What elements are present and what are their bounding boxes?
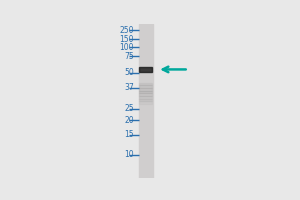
Bar bbox=[143, 24, 148, 178]
Bar bbox=[141, 24, 150, 178]
Bar bbox=[140, 24, 151, 178]
Text: 50: 50 bbox=[124, 68, 134, 77]
Bar bbox=[140, 24, 151, 178]
Text: 20: 20 bbox=[124, 116, 134, 125]
Bar bbox=[139, 67, 152, 72]
Bar bbox=[139, 85, 152, 88]
Text: 37: 37 bbox=[124, 83, 134, 92]
Bar bbox=[140, 24, 152, 178]
Text: 25: 25 bbox=[124, 104, 134, 113]
Text: 150: 150 bbox=[119, 35, 134, 44]
Bar bbox=[143, 24, 148, 178]
Text: 100: 100 bbox=[119, 43, 134, 52]
Bar bbox=[141, 24, 150, 178]
Bar bbox=[139, 88, 152, 91]
Bar bbox=[139, 101, 152, 104]
Bar bbox=[142, 24, 149, 178]
Text: 15: 15 bbox=[124, 130, 134, 139]
Bar bbox=[142, 24, 150, 178]
Bar bbox=[139, 24, 153, 178]
Bar bbox=[139, 99, 152, 101]
Text: 75: 75 bbox=[124, 52, 134, 61]
Bar bbox=[139, 24, 152, 178]
Bar bbox=[139, 91, 152, 93]
Bar bbox=[139, 83, 152, 85]
Bar bbox=[139, 93, 152, 96]
Bar bbox=[142, 24, 149, 178]
Bar bbox=[139, 96, 152, 99]
Bar bbox=[139, 24, 152, 178]
Bar bbox=[139, 24, 153, 178]
Bar bbox=[142, 24, 149, 178]
Bar bbox=[141, 24, 151, 178]
Text: 250: 250 bbox=[119, 26, 134, 35]
Text: 10: 10 bbox=[124, 150, 134, 159]
